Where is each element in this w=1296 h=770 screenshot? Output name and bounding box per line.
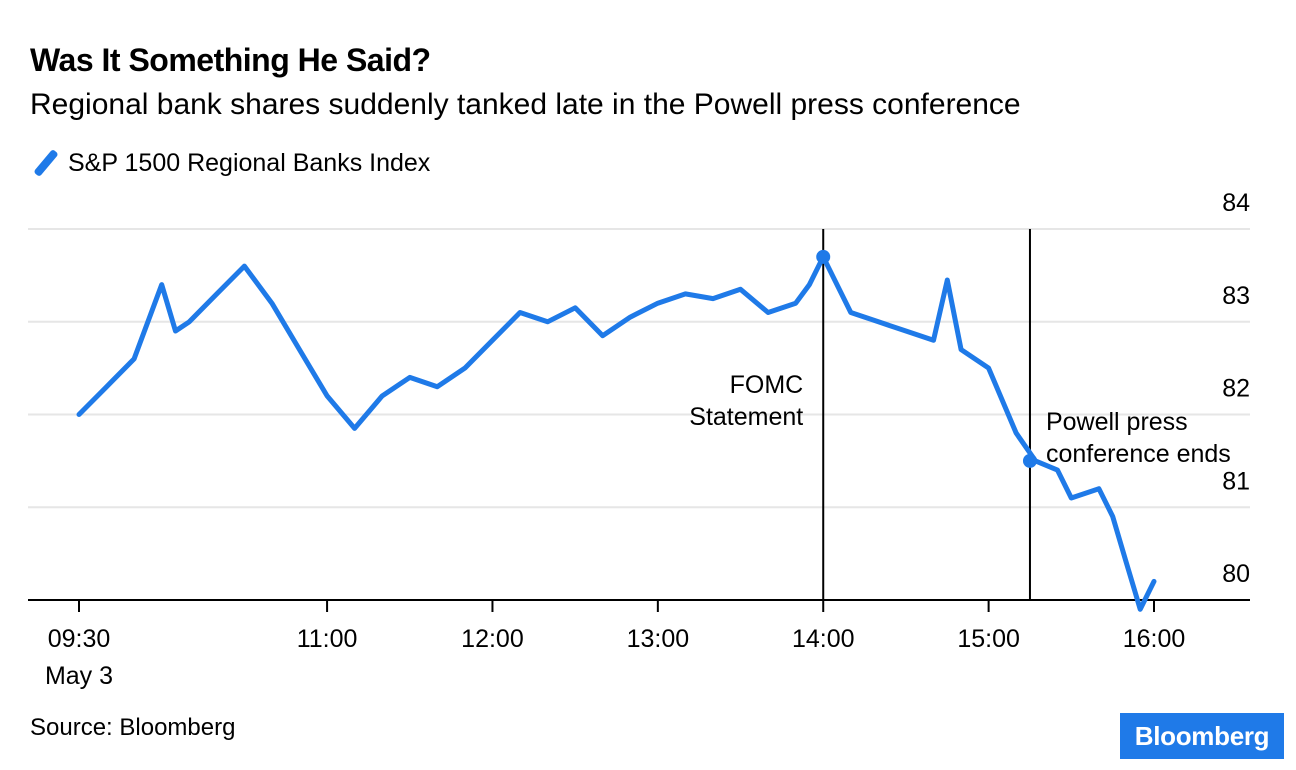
x-tick-label: 13:00 bbox=[627, 625, 690, 653]
x-tick-label: 16:00 bbox=[1123, 625, 1186, 653]
series-line bbox=[76, 254, 1157, 612]
x-tick-label: 12:00 bbox=[461, 625, 524, 653]
chart-title: Was It Something He Said? bbox=[30, 42, 431, 78]
x-tick-label: 15:00 bbox=[957, 625, 1020, 653]
annotation-label: Statement bbox=[689, 403, 803, 431]
legend-label: S&P 1500 Regional Banks Index bbox=[68, 148, 431, 177]
x-tick-sublabel: May 3 bbox=[45, 662, 113, 690]
x-tick-label: 09:30 bbox=[48, 625, 111, 653]
annotation-marker bbox=[816, 249, 831, 264]
annotation-label: FOMC bbox=[730, 371, 804, 399]
chart-subtitle: Regional bank shares suddenly tanked lat… bbox=[30, 88, 1021, 121]
y-tick-label: 83 bbox=[1222, 282, 1250, 310]
bloomberg-logo: Bloomberg bbox=[1120, 713, 1284, 759]
annotation-label: Powell press bbox=[1046, 408, 1188, 436]
y-tick-label: 80 bbox=[1222, 560, 1250, 588]
y-tick-label: 81 bbox=[1222, 467, 1250, 495]
source-note: Source: Bloomberg bbox=[30, 714, 236, 741]
annotation-label: conference ends bbox=[1046, 440, 1231, 468]
annotation-marker bbox=[1022, 453, 1037, 468]
x-tick-label: 11:00 bbox=[297, 625, 358, 653]
legend: S&P 1500 Regional Banks Index bbox=[30, 148, 430, 178]
y-tick-label: 84 bbox=[1222, 189, 1250, 217]
y-tick-label: 82 bbox=[1222, 375, 1250, 403]
x-tick-label: 14:00 bbox=[792, 625, 855, 653]
